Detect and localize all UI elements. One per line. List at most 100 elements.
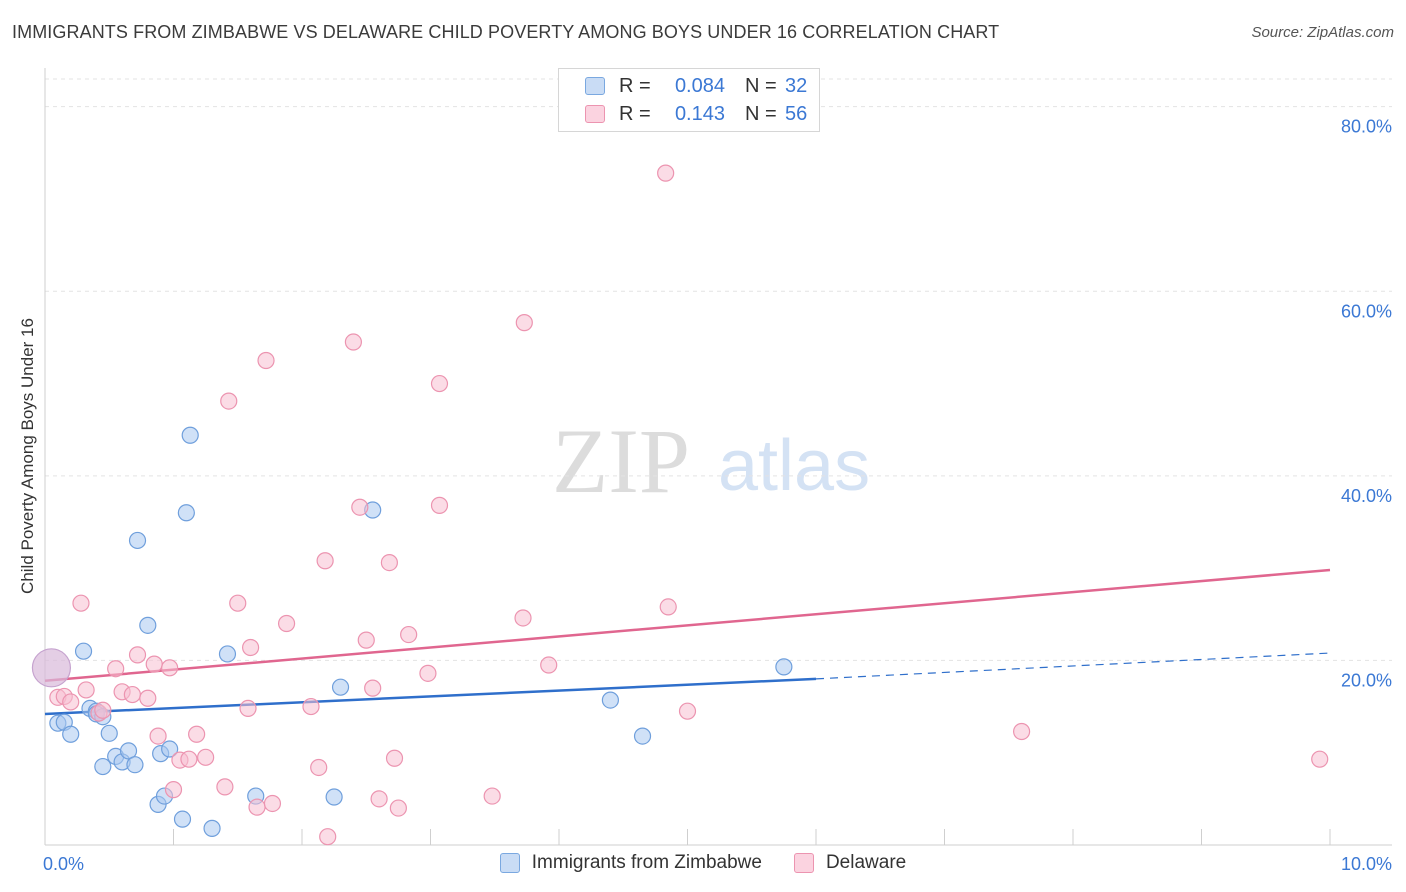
chart-title: IMMIGRANTS FROM ZIMBABWE VS DELAWARE CHI… [12,22,1000,42]
tick-labels: 20.0% 40.0% 60.0% 80.0% 0.0% 10.0% [43,117,1392,874]
point-delaware [364,679,382,697]
trend-line-zimbabwe [44,677,817,716]
source-label: Source: ZipAtlas.com [1251,24,1394,41]
point-delaware [419,664,437,682]
point-zimbabwe [181,426,199,444]
point-delaware [302,697,320,716]
point-delaware [678,702,697,720]
trend-extension-zimbabwe [815,652,1331,680]
point-zimbabwe [325,788,343,806]
legend-label-zimbabwe: Immigrants from Zimbabwe [531,852,762,873]
point-delaware [400,625,418,644]
point-zimbabwe [331,678,350,696]
point-zimbabwe [161,740,179,758]
n-value: 32 [785,74,808,97]
legend-label-delaware: Delaware [825,852,907,873]
point-delaware [430,496,449,514]
point-delaware [385,749,404,767]
x-tick-label-max: 10.0% [1341,854,1392,874]
point-delaware [72,594,90,612]
point-delaware [310,758,328,777]
point-delaware [263,794,282,813]
point-delaware [1311,750,1329,768]
point-delaware [180,750,198,768]
point-delaware [430,374,449,393]
n-label: N = [745,74,777,97]
axes [44,68,1392,846]
point-delaware [139,689,157,707]
point-zimbabwe [74,642,93,660]
r-label: R = [619,102,651,125]
y-tick-label: 60.0% [1341,301,1392,321]
trend-lines [44,568,1331,716]
point-delaware [659,598,677,616]
point-zimbabwe [177,504,195,522]
point-zimbabwe [173,810,192,828]
legend-item-zimbabwe[interactable]: Immigrants from Zimbabwe [499,852,762,874]
r-value: 0.143 [674,102,725,125]
r-value: 0.084 [674,74,725,97]
point-delaware [277,614,296,633]
x-tick-label-min: 0.0% [43,854,84,874]
point-delaware [370,790,388,808]
watermark-atlas: atlas [718,426,870,506]
point-delaware [164,781,183,799]
point-delaware [62,693,80,711]
n-value: 56 [785,102,808,125]
point-delaware [248,798,266,816]
legend-swatch-delaware [793,853,814,873]
legend-swatch-delaware [585,105,605,123]
legend-item-delaware[interactable]: Delaware [793,852,907,874]
point-delaware [514,609,532,627]
point-delaware [123,685,141,704]
point-delaware [145,655,163,673]
gridlines [45,78,1392,661]
point-zimbabwe [633,727,652,745]
point-delaware [483,787,501,805]
point-delaware [197,748,215,766]
point-delaware [1012,722,1031,741]
point-delaware [319,828,337,846]
point-delaware [515,314,533,332]
stats-row-zimbabwe: R = 0.084 N = 32 [585,73,807,99]
y-tick-label: 40.0% [1341,486,1392,506]
r-label: R = [619,74,651,97]
point-delaware [344,333,362,351]
point-delaware [657,164,675,182]
stats-row-delaware: R = 0.143 N = 56 [585,101,807,127]
stats-legend: R = 0.084 N = 32 R = 0.143 N = 56 [558,68,820,132]
point-delaware [94,701,112,719]
data-points [31,164,1329,846]
point-zimbabwe [203,819,221,837]
point-delaware [242,638,260,657]
point-delaware [107,660,125,678]
watermark: ZIP atlas [552,410,870,512]
legend-swatch-zimbabwe [499,853,520,873]
y-tick-label: 80.0% [1341,117,1392,137]
point-delaware [216,778,234,796]
point-delaware [316,552,334,570]
point-delaware [257,351,275,370]
point-delaware [540,656,558,674]
point-delaware [351,498,369,516]
n-label: N = [745,102,777,125]
point-zimbabwe [94,757,112,776]
legend-swatch-zimbabwe [585,77,605,95]
point-delaware [357,631,375,649]
point-zimbabwe [126,756,144,774]
trend-line-delaware [44,568,1331,682]
point-zimbabwe [128,531,147,550]
series-legend: Immigrants from Zimbabwe Delaware [0,852,1406,874]
point-delaware [161,659,179,677]
y-tick-label: 20.0% [1341,670,1392,690]
point-delaware [188,725,206,743]
point-zimbabwe [775,658,793,676]
point-zimbabwe [62,725,80,743]
point-zimbabwe [601,691,620,709]
point-zimbabwe [100,724,118,742]
y-axis-label: Child Poverty Among Boys Under 16 [18,318,37,594]
point-zimbabwe [218,645,237,663]
point-delaware [77,681,95,699]
point-zimbabwe-large [31,648,72,688]
